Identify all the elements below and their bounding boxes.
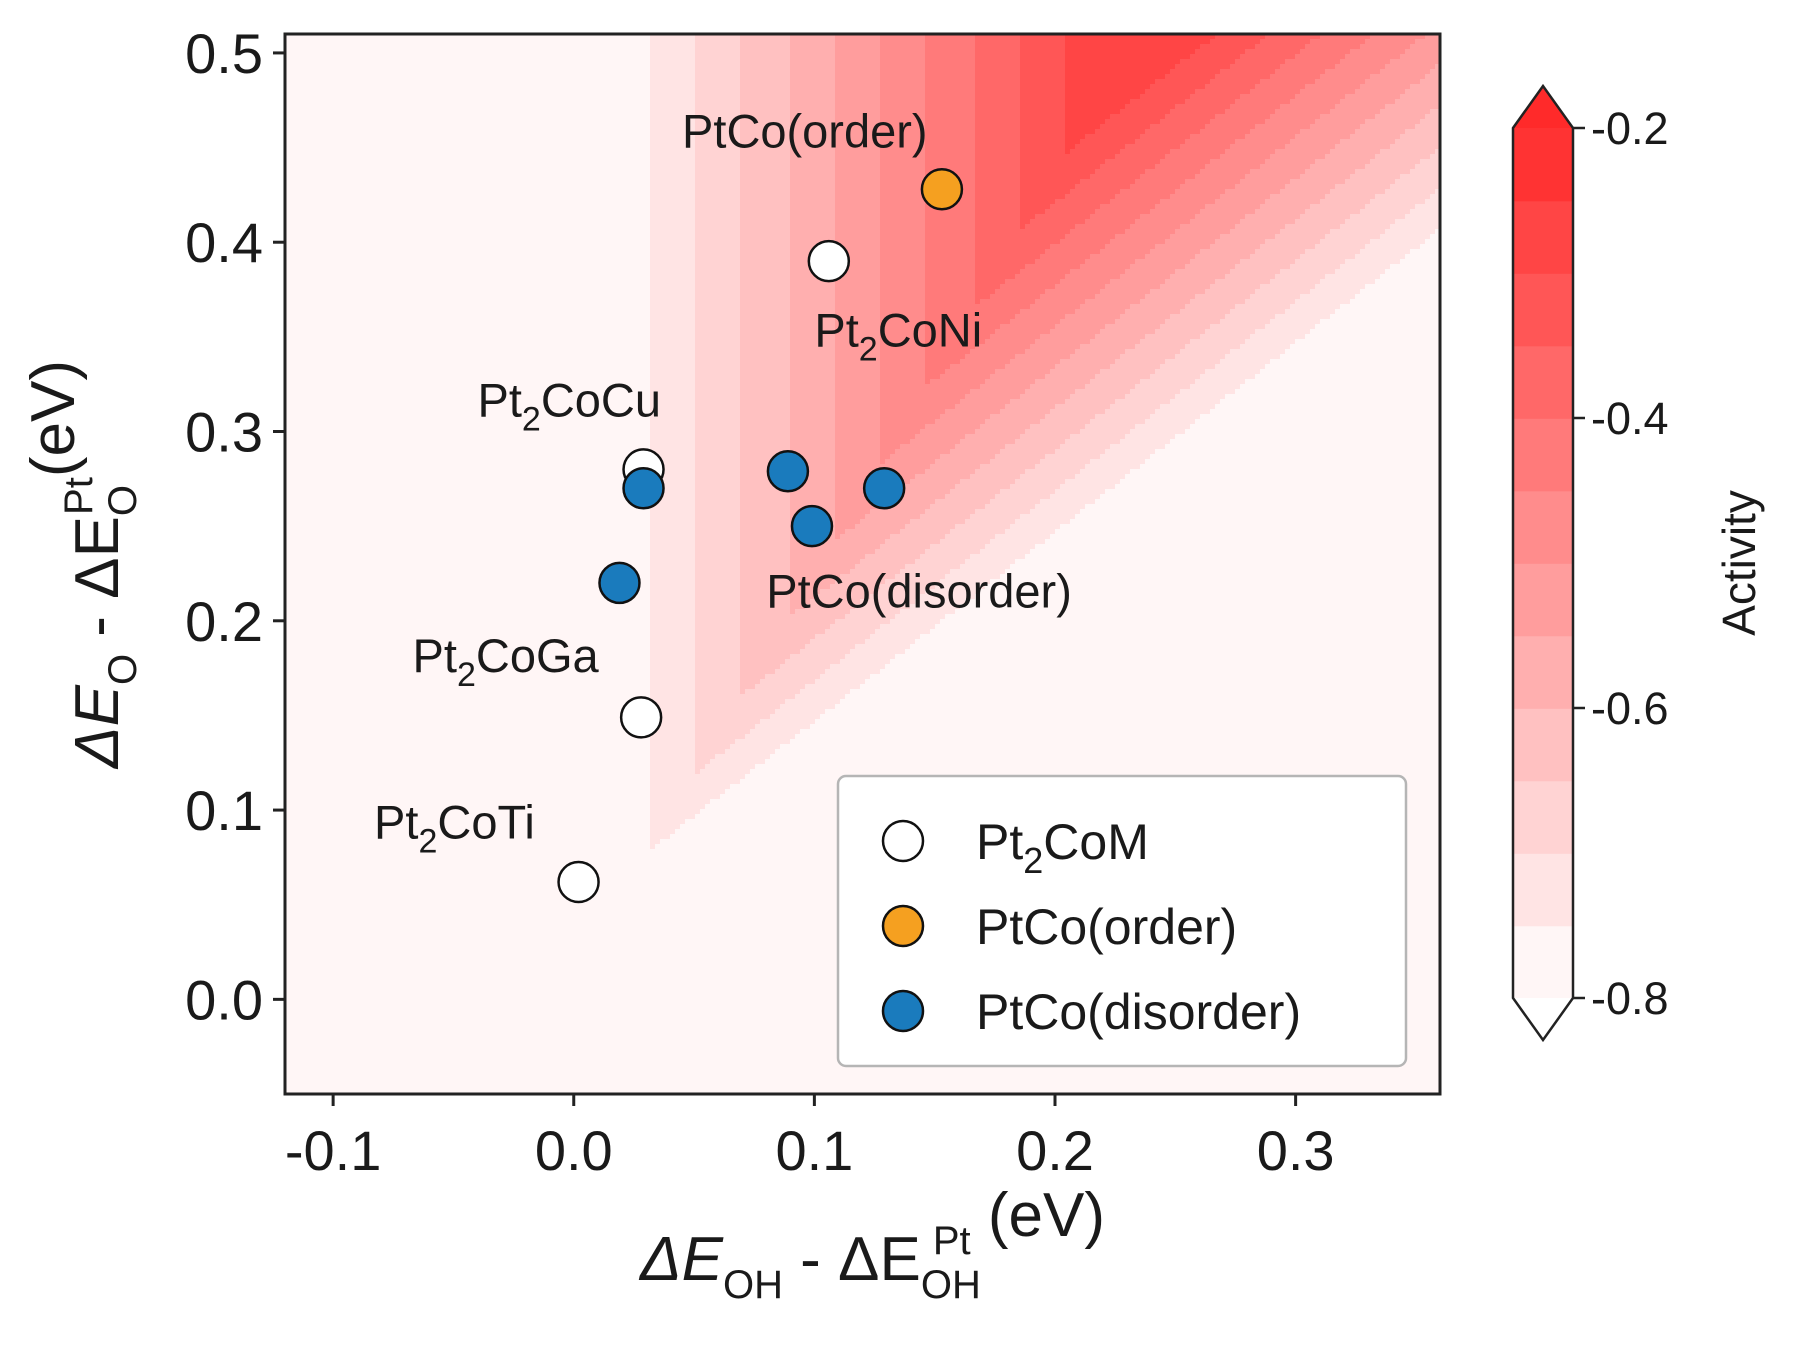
x-tick-label: 0.1	[775, 1119, 853, 1182]
colorbar-top-extension	[1513, 86, 1573, 128]
point-ptco-disorder	[766, 450, 810, 493]
colorbar-bottom-extension	[1513, 998, 1573, 1040]
colorbar-segment	[1513, 708, 1573, 782]
point-pt2com	[807, 239, 851, 283]
colorbar-segment	[1513, 273, 1573, 347]
point-pt2com	[619, 696, 663, 739]
point-ptco-disorder	[862, 467, 906, 510]
y-tick-label: 0.5	[185, 22, 263, 85]
colorbar-tick-label: -0.4	[1591, 393, 1669, 444]
point-label: PtCo(order)	[682, 105, 928, 158]
legend: Pt2CoM PtCo(order) PtCo(disorder)	[836, 774, 1408, 1068]
legend-marker	[881, 989, 925, 1033]
x-tick-label: 0.0	[535, 1119, 613, 1182]
colorbar-segment	[1513, 345, 1573, 419]
point-annotations: PtCo(order) Pt2CoNi Pt2CoCu PtCo(disorder) P…	[374, 105, 1072, 861]
colorbar-segment	[1513, 853, 1573, 927]
point-pt2com	[557, 860, 600, 904]
colorbar-segment	[1513, 780, 1573, 854]
colorbar-tick-label: -0.2	[1591, 103, 1669, 154]
y-tick-label: 0.2	[185, 590, 263, 653]
point-label: PtCo(disorder)	[766, 565, 1072, 618]
colorbar-segment	[1513, 128, 1573, 202]
x-axis-title: ΔEOH - ΔEOHPt (eV)	[638, 1181, 1105, 1307]
y-axis-title: ΔEO - ΔEOPt(eV)	[19, 360, 145, 770]
legend-marker	[881, 819, 925, 863]
x-tick-label: 0.2	[1016, 1119, 1094, 1182]
colorbar-segment	[1513, 490, 1573, 564]
point-ptco-disorder	[622, 467, 665, 510]
legend-label: PtCo(disorder)	[976, 984, 1301, 1040]
point-label: Pt2CoCu	[478, 373, 662, 438]
point-label: Pt2CoNi	[814, 303, 982, 368]
x-tick-label: 0.3	[1257, 1119, 1335, 1182]
plot-frame	[283, 32, 1442, 1096]
y-tick-label: 0.4	[185, 211, 263, 274]
legend-label: PtCo(order)	[976, 899, 1237, 955]
colorbar-segment	[1513, 418, 1573, 492]
colorbar-title: Activity	[1713, 490, 1765, 636]
point-label: Pt2CoTi	[374, 795, 535, 860]
y-tick-label: 0.3	[185, 401, 263, 464]
colorbar-segment	[1513, 563, 1573, 637]
point-ptco-disorder	[790, 504, 834, 548]
colorbar-tick-label: -0.6	[1591, 683, 1669, 734]
y-tick-label: 0.1	[185, 779, 263, 842]
colorbar-segment	[1513, 635, 1573, 709]
y-tick-label: 0.0	[185, 968, 263, 1031]
activity-contour-background	[285, 34, 1440, 1094]
colorbar-segment	[1513, 925, 1573, 999]
data-points	[557, 167, 964, 904]
legend-marker	[881, 904, 925, 948]
point-label: Pt2CoGa	[413, 629, 600, 694]
x-tick-label: -0.1	[285, 1119, 382, 1182]
axis-ticks: -0.1 0.0 0.1 0.2 0.3 0.0 0.1 0.2 0.3 0.4 0.5	[185, 22, 1334, 1182]
legend-label: Pt2CoM	[976, 814, 1149, 881]
point-ptco-order	[920, 167, 964, 211]
colorbar-tick-label: -0.8	[1591, 973, 1669, 1024]
colorbar-segment	[1513, 200, 1573, 274]
colorbar: -0.2 -0.4 -0.6 -0.8 Activity	[1511, 83, 1765, 1043]
point-ptco-disorder	[598, 561, 641, 605]
legend-box	[836, 774, 1408, 1068]
